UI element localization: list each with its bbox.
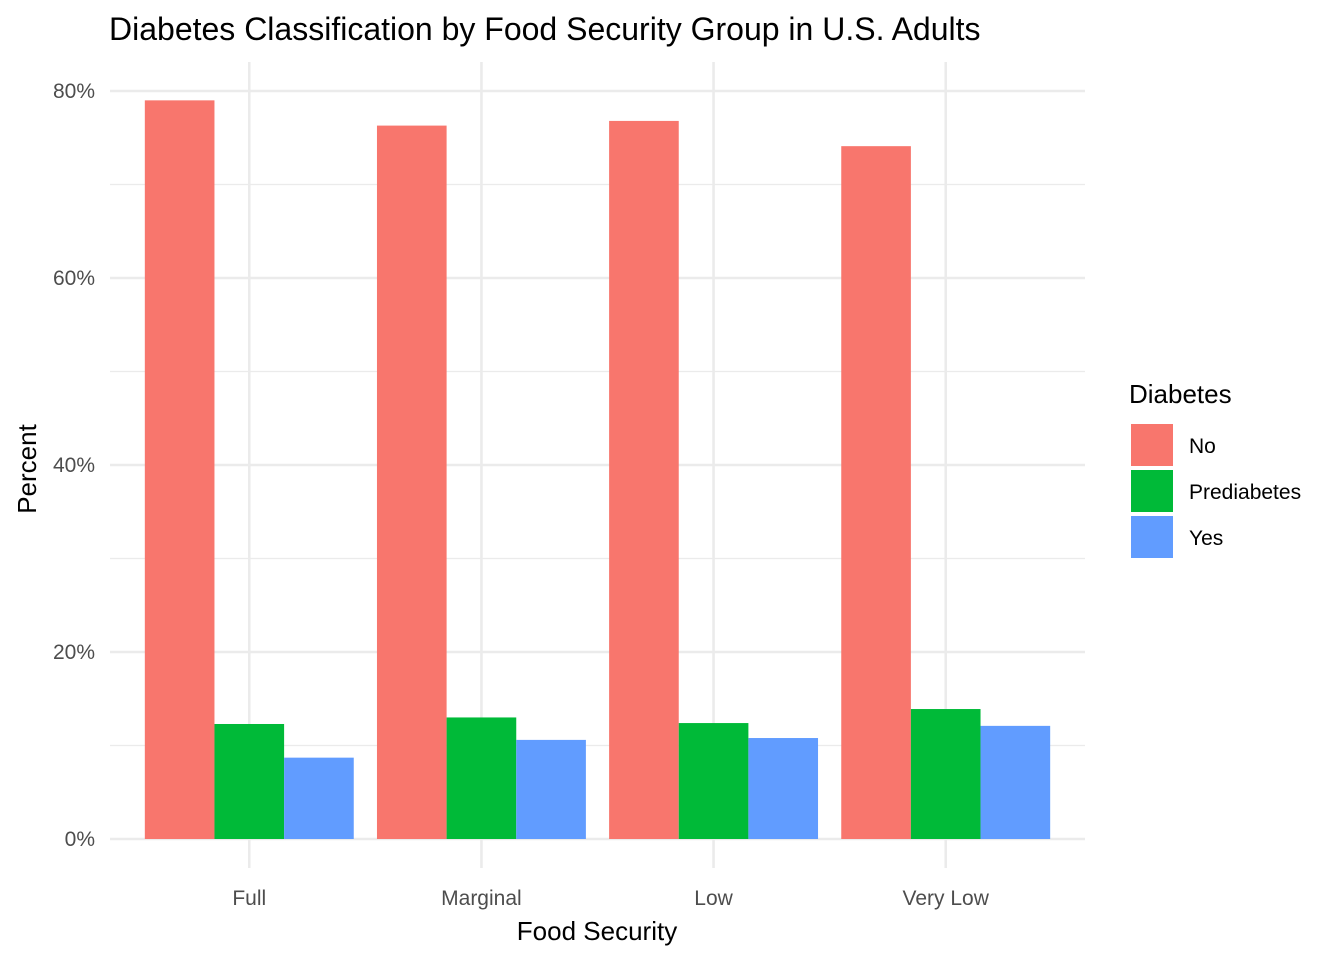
x-tick-label: Full <box>232 887 266 910</box>
legend-label: Yes <box>1189 527 1223 550</box>
x-axis: Full Marginal Low Very Low <box>232 887 989 910</box>
bar-no-very-low <box>841 146 911 840</box>
bar-yes-marginal <box>516 739 586 839</box>
bar-prediabetes-marginal <box>446 717 517 839</box>
y-axis-title: Percent <box>12 423 42 513</box>
legend-label: No <box>1189 435 1216 458</box>
bar-yes-low <box>748 738 819 839</box>
bar-prediabetes-full <box>214 723 285 839</box>
legend-key-prediabetes <box>1131 470 1173 512</box>
legend-title: Diabetes <box>1129 379 1232 409</box>
chart-title: Diabetes Classification by Food Security… <box>109 11 981 47</box>
x-axis-title: Food Security <box>517 916 677 946</box>
legend-label: Prediabetes <box>1189 481 1301 504</box>
y-tick-label: 60% <box>53 267 95 290</box>
y-tick-label: 80% <box>53 80 95 103</box>
bar-no-full <box>144 100 215 840</box>
x-tick-label: Low <box>694 887 733 910</box>
y-tick-label: 40% <box>53 454 95 477</box>
x-tick-label: Very Low <box>903 887 990 910</box>
legend: Diabetes No Prediabetes Yes <box>1129 379 1301 558</box>
bar-no-marginal <box>376 125 447 840</box>
bar-yes-full <box>284 757 354 839</box>
bars <box>144 100 1051 840</box>
x-tick-label: Marginal <box>441 887 522 910</box>
bar-prediabetes-low <box>678 723 749 839</box>
bar-no-low <box>609 120 679 840</box>
bar-prediabetes-very-low <box>910 709 981 839</box>
y-axis: 0% 20% 40% 60% 80% <box>53 80 95 851</box>
legend-key-no <box>1131 424 1173 466</box>
legend-key-yes <box>1131 516 1173 558</box>
y-tick-label: 20% <box>53 641 95 664</box>
y-tick-label: 0% <box>65 828 95 851</box>
bar-yes-very-low <box>980 725 1051 839</box>
